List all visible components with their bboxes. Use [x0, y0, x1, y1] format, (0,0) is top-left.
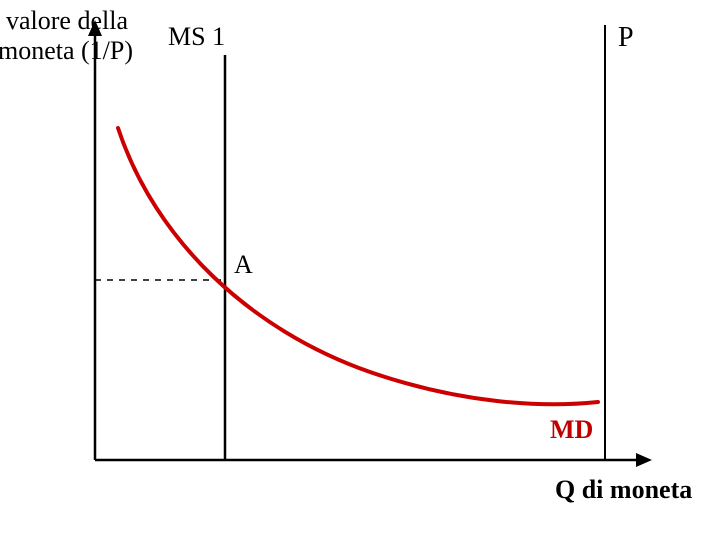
y-axis-title-line1: valore della: [6, 6, 128, 36]
ms1-label: MS 1: [168, 22, 225, 52]
a-label: A: [234, 250, 253, 280]
diagram-stage: valore della moneta (1/P) MS 1 P A MD Q …: [0, 0, 720, 540]
md-curve: [118, 128, 598, 404]
x-axis-arrowhead: [636, 453, 652, 467]
chart-svg: [0, 0, 720, 540]
x-axis-title: Q di moneta: [555, 475, 692, 505]
p-label: P: [618, 22, 634, 54]
md-label: MD: [550, 415, 593, 445]
y-axis-title-line2: moneta (1/P): [0, 36, 133, 66]
